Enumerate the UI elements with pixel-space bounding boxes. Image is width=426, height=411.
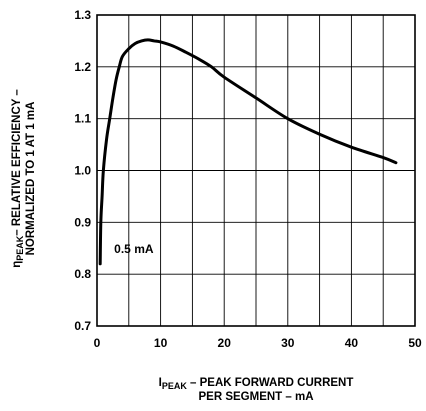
x-tick-label: 50 [408, 336, 422, 350]
y-tick-label: 0.7 [74, 319, 91, 333]
y-axis-label-sym: η [11, 261, 23, 268]
x-tick-label: 20 [218, 336, 232, 350]
y-tick-label: 0.8 [74, 267, 91, 281]
y-axis-label-sub: PEAK [15, 235, 25, 261]
annotation-label: 0.5 mA [114, 242, 154, 256]
x-axis-label-text1: – PEAK FORWARD CURRENT [187, 377, 354, 389]
plot-frame [96, 14, 416, 327]
x-tick-label: 40 [345, 336, 359, 350]
x-tick-label: 30 [281, 336, 295, 350]
y-axis-label-text1: – RELATIVE EFFICIENCY – [11, 89, 23, 236]
x-tick-labels: 0 10 20 30 40 50 [94, 336, 422, 350]
grid [96, 14, 416, 327]
y-tick-labels: 0.7 0.8 0.9 1.0 1.1 1.2 1.3 [74, 8, 91, 333]
y-tick-label: 1.2 [74, 60, 91, 74]
series-line [98, 38, 398, 266]
x-tick-label: 10 [154, 336, 168, 350]
annotations: 0.5 mA [114, 242, 154, 256]
x-axis-label-sym: I [159, 377, 162, 389]
y-axis-label-line2: NORMALIZED TO 1 AT 1 mA [25, 102, 37, 256]
x-axis-label-sub: PEAK [162, 381, 188, 391]
y-axis-label: ηPEAK– RELATIVE EFFICIENCY – NORMALIZED … [11, 89, 37, 268]
y-axis-label-line1: ηPEAK– RELATIVE EFFICIENCY – [11, 89, 25, 268]
y-tick-label: 1.3 [74, 8, 91, 22]
y-tick-label: 1.0 [74, 164, 91, 178]
x-axis-label-line1: IPEAK – PEAK FORWARD CURRENT [159, 377, 354, 391]
x-axis-label-line2: PER SEGMENT – mA [198, 391, 313, 403]
x-tick-label: 0 [94, 336, 101, 350]
y-tick-label: 0.9 [74, 215, 91, 229]
y-tick-label: 1.1 [74, 112, 91, 126]
